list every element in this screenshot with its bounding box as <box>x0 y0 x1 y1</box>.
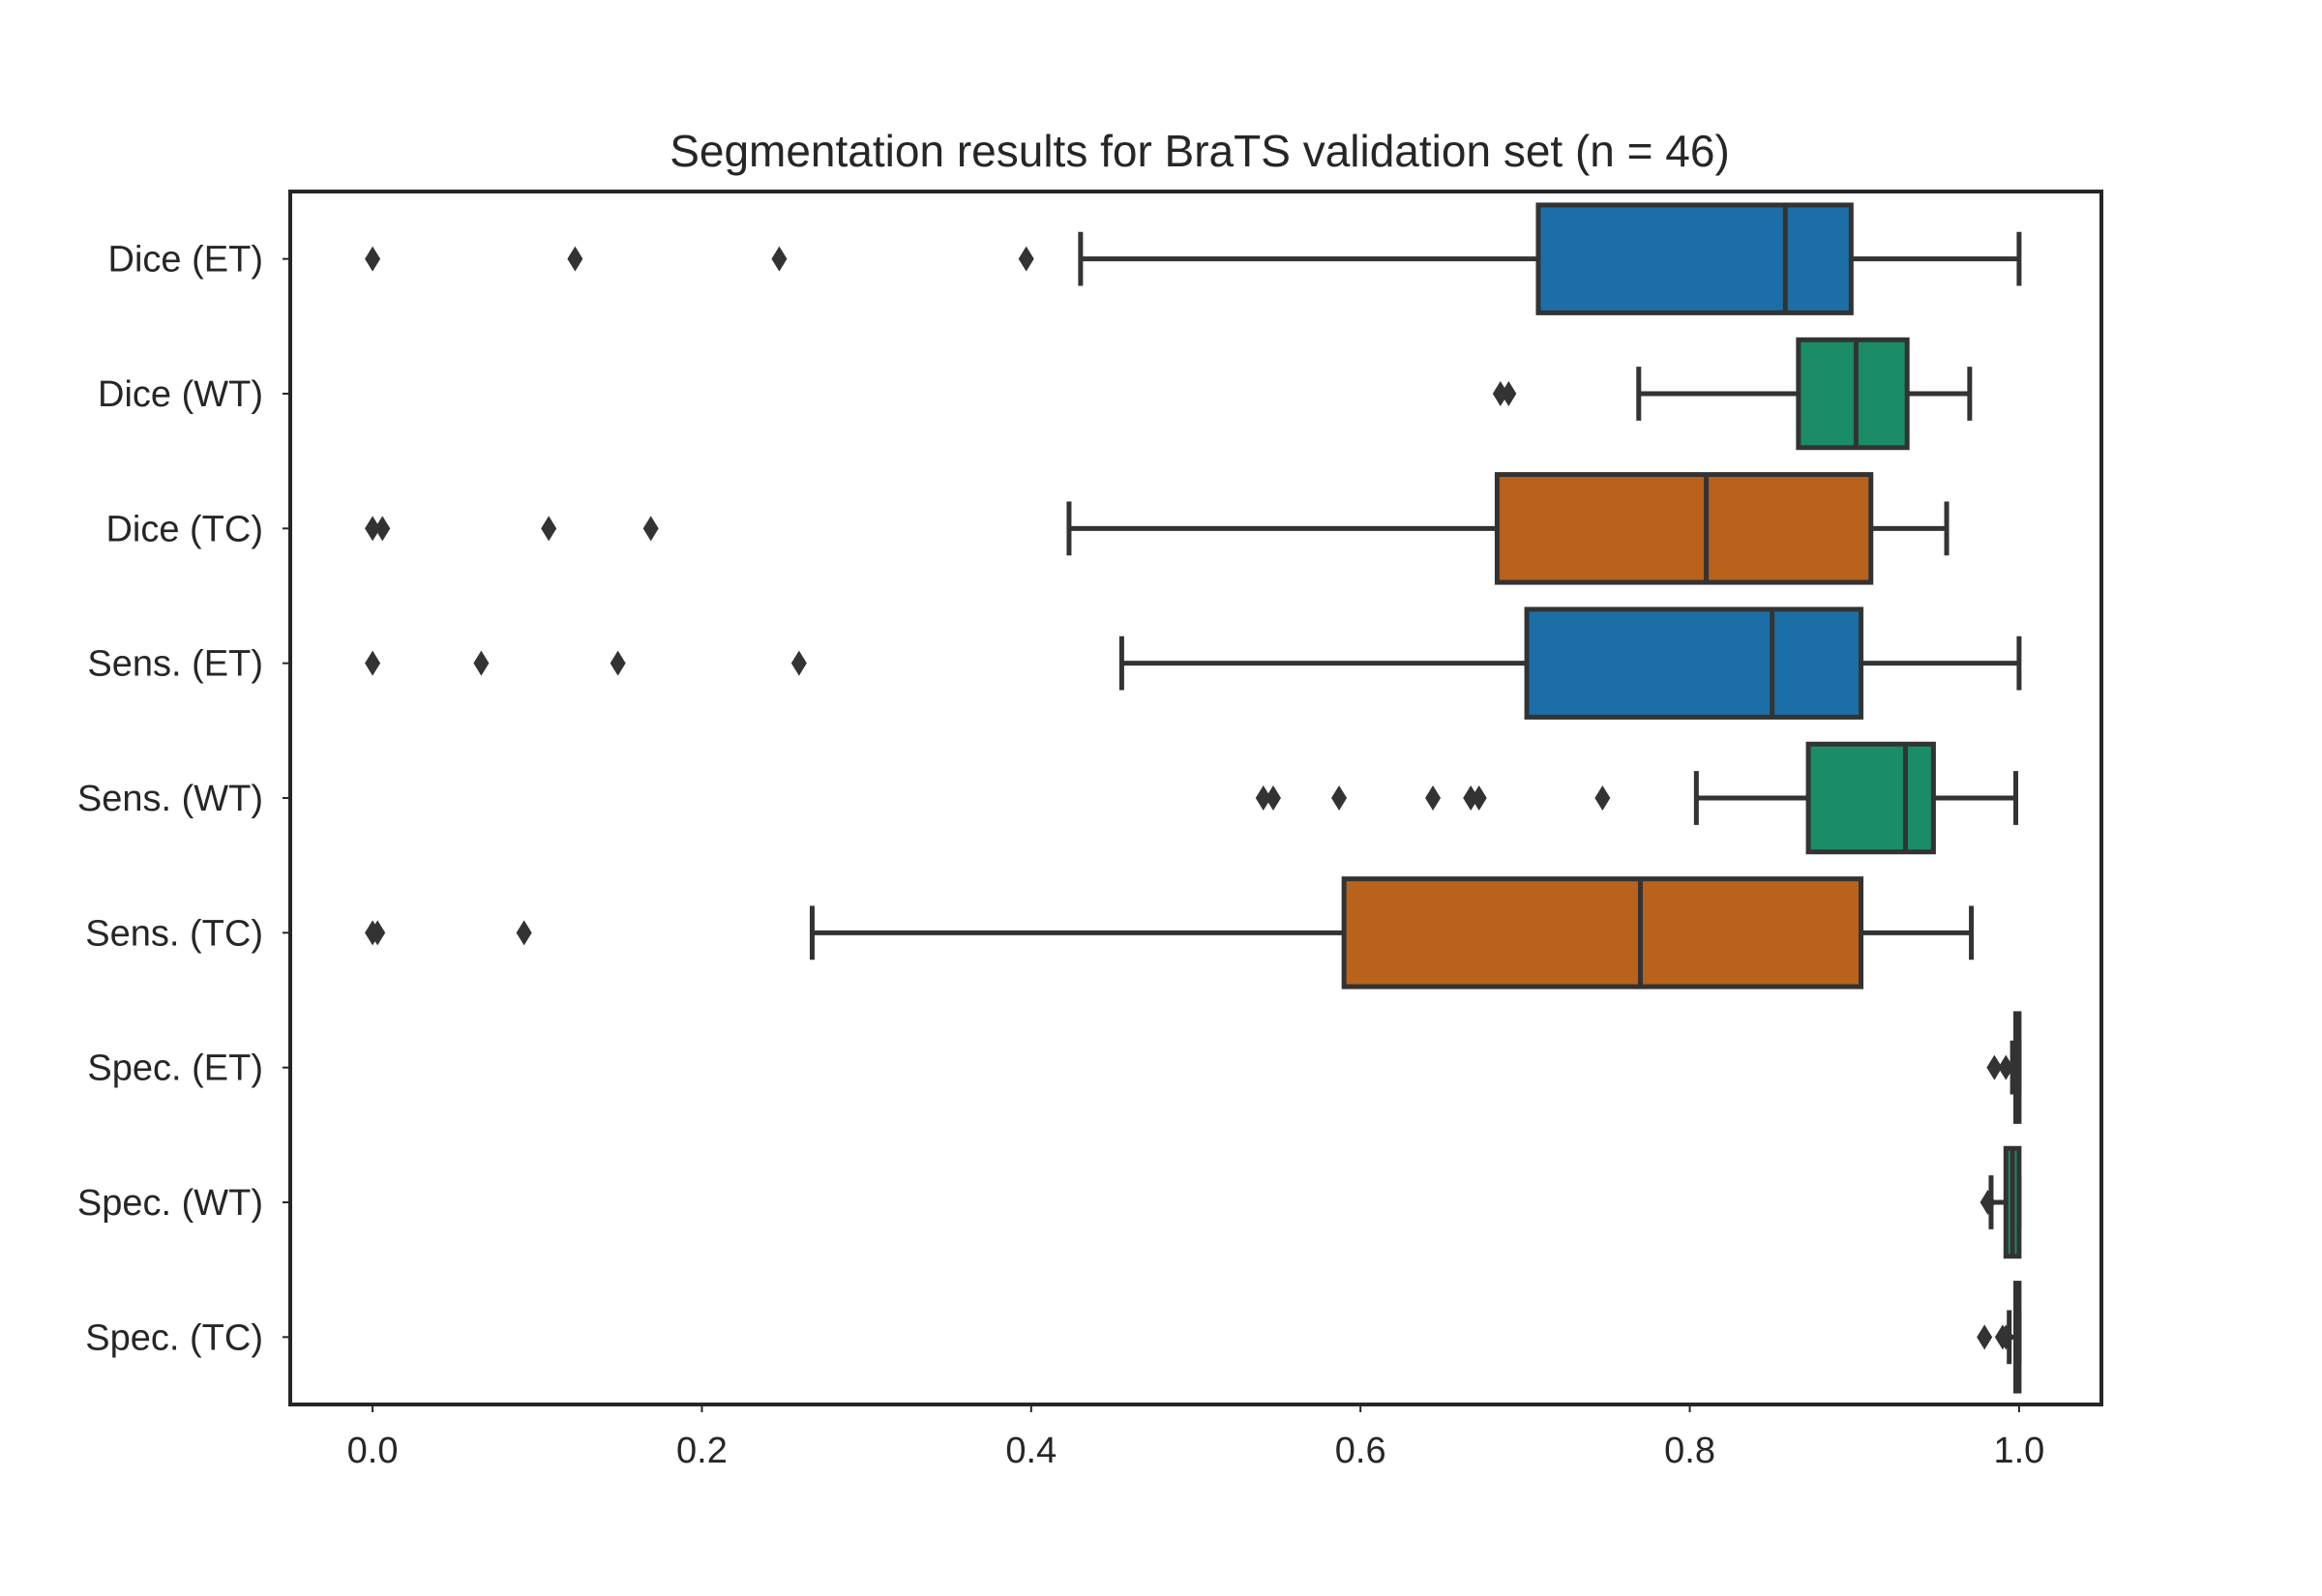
outlier-point <box>790 650 807 676</box>
y-tick-label: Sens. (WT) <box>77 779 263 819</box>
y-tick-label: Dice (TC) <box>105 509 263 549</box>
outlier-point <box>541 516 557 542</box>
outlier-point <box>1998 1324 2014 1350</box>
plot-marks <box>365 202 2022 1394</box>
outlier-point <box>1980 1190 1996 1215</box>
outlier-point <box>1463 785 1479 811</box>
x-tick-label: 0.8 <box>1664 1431 1715 1471</box>
outlier-point <box>610 650 626 676</box>
outlier-point <box>370 920 386 946</box>
y-axis-ticks: Dice (ET) Dice (WT) Dice (TC) Sens. (ET) Sen… <box>77 240 290 1358</box>
outlier-point <box>1018 246 1034 272</box>
box <box>1524 606 1864 720</box>
box-group <box>365 202 2022 315</box>
y-tick-label: Dice (ET) <box>108 240 263 281</box>
y-tick-label: Sens. (TC) <box>85 913 263 954</box>
y-tick-label: Spec. (ET) <box>87 1049 263 1089</box>
plot-frame <box>288 190 2103 1406</box>
box <box>1805 741 1936 855</box>
outlier-point <box>365 650 381 676</box>
box-group <box>1977 1281 2022 1394</box>
outlier-point <box>1265 785 1281 811</box>
x-tick-label: 1.0 <box>1993 1431 2044 1471</box>
x-tick-label: 0.4 <box>1005 1431 1057 1471</box>
y-tick-label: Dice (WT) <box>98 374 263 415</box>
box <box>1796 337 1910 451</box>
outlier-point <box>516 920 532 946</box>
box-group <box>1492 337 1973 451</box>
outlier-point <box>567 246 583 272</box>
outlier-point <box>771 246 788 272</box>
outlier-point <box>1998 1054 2014 1080</box>
y-tick-label: Spec. (WT) <box>77 1183 263 1224</box>
x-tick-label: 0.0 <box>347 1431 399 1471</box>
box-group <box>1255 741 2019 855</box>
x-axis-ticks: 0.0 0.2 0.4 0.6 0.8 1.0 <box>347 1404 2044 1471</box>
chart-title: Segmentation results for BraTS validatio… <box>670 126 1730 176</box>
box <box>1341 876 1864 990</box>
x-tick-label: 0.6 <box>1335 1431 1386 1471</box>
outlier-point <box>365 246 381 272</box>
box <box>1535 202 1854 315</box>
outlier-point <box>1977 1324 1993 1350</box>
box-group <box>1980 1145 2022 1259</box>
box-group <box>1986 1011 2022 1124</box>
y-tick-label: Spec. (TC) <box>85 1317 263 1358</box>
outlier-point <box>1255 785 1271 811</box>
outlier-point <box>1425 785 1442 811</box>
outlier-point <box>1501 381 1517 406</box>
outlier-point <box>1594 785 1611 811</box>
outlier-point <box>1492 381 1508 406</box>
outlier-point <box>1986 1054 2003 1080</box>
box-group <box>365 876 1975 990</box>
y-tick-label: Sens. (ET) <box>87 644 263 685</box>
box <box>1494 472 1874 585</box>
outlier-point <box>374 516 391 542</box>
box-group <box>365 472 1950 585</box>
outlier-point <box>365 516 381 542</box>
outlier-point <box>473 650 490 676</box>
outlier-point <box>1471 785 1487 811</box>
outlier-point <box>642 516 659 542</box>
box-group <box>365 606 2022 720</box>
outlier-point <box>1331 785 1348 811</box>
x-tick-label: 0.2 <box>676 1431 728 1471</box>
